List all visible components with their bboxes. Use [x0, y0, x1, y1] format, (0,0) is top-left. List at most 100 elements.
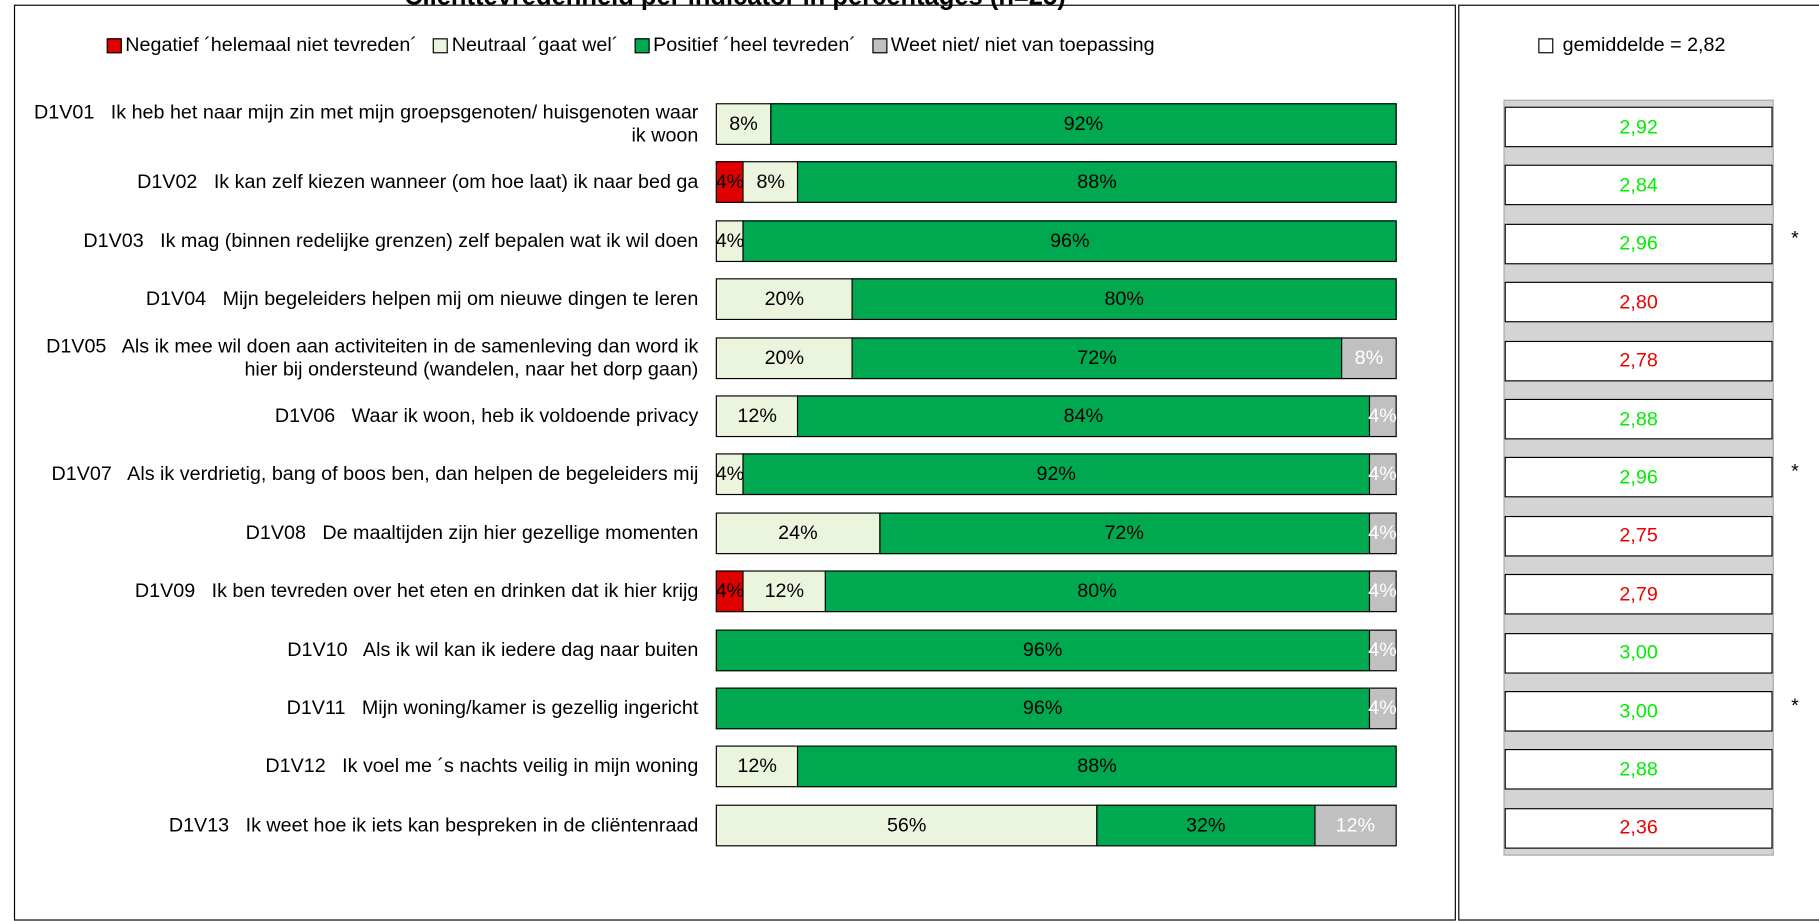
chart-title: Cliënttevredenheid per indicator in perc…	[14, 0, 1456, 12]
legend-item: Positief ´heel tevreden´	[634, 31, 856, 59]
mean-value: 2,80	[1504, 281, 1773, 323]
bar-segment: 8%	[715, 103, 772, 145]
legend: Negatief ´helemaal niet tevreden´ Neutraa…	[106, 31, 1155, 59]
category-label: D1V03 Ik mag (binnen redelijke grenzen) …	[83, 229, 699, 252]
mean-value: 2,96	[1504, 457, 1773, 498]
mean-legend: gemiddelde = 2,82	[1538, 31, 1725, 59]
legend-label: Weet niet/ niet van toepassing	[890, 33, 1155, 56]
mean-value: 2,79	[1504, 574, 1773, 615]
bar-segment: 4%	[1368, 629, 1397, 671]
bar-segment: 84%	[797, 395, 1370, 438]
data-label: 96%	[1022, 638, 1063, 661]
mean-value: 2,36	[1504, 807, 1773, 849]
data-label: 56%	[886, 813, 927, 836]
mean-value: 2,88	[1504, 749, 1773, 791]
bar-segment: 12%	[715, 745, 799, 788]
mean-value: 2,84	[1504, 165, 1773, 206]
category-label: D1V12 Ik voel me ´s nachts veilig in mij…	[265, 755, 699, 778]
bar-segment: 8%	[1341, 336, 1397, 379]
data-label: 4%	[1368, 638, 1397, 661]
bar-segment: 8%	[742, 161, 799, 204]
legend-label: Negatief ´helemaal niet tevreden´	[125, 33, 417, 56]
bar-segment: 4%	[715, 570, 745, 613]
legend-item: Negatief ´helemaal niet tevreden´	[106, 31, 417, 59]
data-label: 4%	[1368, 579, 1397, 602]
mean-value: 2,75	[1504, 515, 1773, 557]
data-label: 4%	[715, 579, 745, 602]
data-label: 72%	[1104, 521, 1144, 544]
bar-segment: 72%	[851, 336, 1343, 379]
data-label: 24%	[778, 521, 818, 544]
category-label: D1V01 Ik heb het naar mijn zin met mijn …	[34, 100, 704, 147]
bar-segment: 4%	[1368, 512, 1397, 554]
data-label: 96%	[1022, 696, 1063, 719]
significance-marker: *	[1791, 460, 1799, 483]
bar-segment: 96%	[715, 629, 1370, 671]
data-label: 80%	[1077, 579, 1117, 602]
data-label: 8%	[729, 112, 758, 135]
data-label: 92%	[1036, 463, 1076, 486]
legend-label: Positief ´heel tevreden´	[653, 33, 856, 56]
mean-value: 3,00	[1504, 691, 1773, 732]
data-label: 84%	[1063, 404, 1104, 427]
bar-segment: 80%	[851, 278, 1397, 321]
category-label: D1V08 De maaltijden zijn hier gezellige …	[245, 521, 699, 544]
bar-segment: 56%	[715, 804, 1098, 847]
bar-segment: 12%	[715, 395, 799, 438]
category-label: D1V02 Ik kan zelf kiezen wanneer (om hoe…	[137, 170, 699, 193]
data-label: 8%	[756, 170, 785, 193]
data-label: 12%	[1335, 813, 1376, 836]
bar-segment: 72%	[878, 512, 1370, 554]
data-label: 4%	[715, 463, 745, 486]
data-label: 92%	[1063, 112, 1104, 135]
data-label: 88%	[1077, 755, 1117, 778]
legend-swatch	[106, 37, 122, 53]
bar-segment: 88%	[797, 745, 1397, 788]
category-label: D1V13 Ik weet hoe ik iets kan bespreken …	[168, 813, 699, 836]
data-label: 4%	[715, 170, 745, 193]
bar-segment: 20%	[715, 336, 853, 379]
data-label: 12%	[764, 579, 805, 602]
data-label: 8%	[1354, 346, 1384, 369]
data-label: 96%	[1050, 229, 1090, 252]
bar-segment: 12%	[742, 570, 826, 613]
data-label: 72%	[1077, 346, 1117, 369]
legend-item: Neutraal ´gaat wel´	[433, 31, 618, 59]
bar-segment: 80%	[824, 570, 1370, 613]
data-label: 20%	[764, 287, 805, 310]
category-label: D1V10 Als ik wil kan ik iedere dag naar …	[287, 638, 699, 661]
data-label: 32%	[1186, 813, 1226, 836]
data-label: 88%	[1077, 170, 1117, 193]
legend-swatch	[872, 37, 888, 53]
bar-segment: 88%	[797, 161, 1397, 204]
data-label: 4%	[1368, 521, 1397, 544]
data-label: 4%	[1368, 404, 1397, 427]
bar-segment: 92%	[770, 103, 1397, 145]
category-label: D1V05 Als ik mee wil doen aan activiteit…	[46, 334, 704, 380]
data-label: 4%	[1368, 696, 1397, 719]
bar-segment: 92%	[742, 453, 1370, 496]
bar-segment: 4%	[1368, 687, 1397, 730]
data-label: 4%	[715, 229, 745, 252]
mean-legend-swatch	[1538, 37, 1554, 53]
significance-marker: *	[1791, 227, 1799, 250]
legend-item: Weet niet/ niet van toepassing	[872, 31, 1155, 59]
mean-value: 2,96	[1504, 223, 1773, 265]
bar-segment: 4%	[715, 161, 745, 204]
mean-legend-label: gemiddelde = 2,82	[1562, 33, 1726, 56]
bar-segment: 96%	[742, 220, 1397, 262]
data-label: 80%	[1104, 287, 1144, 310]
category-label: D1V11 Mijn woning/kamer is gezellig inge…	[286, 696, 699, 719]
bar-segment: 4%	[1368, 395, 1397, 438]
bar-segment: 24%	[715, 512, 881, 554]
legend-swatch	[433, 37, 449, 53]
significance-marker: *	[1791, 694, 1799, 717]
mean-value: 2,78	[1504, 340, 1773, 381]
legend-swatch	[634, 37, 650, 53]
data-label: 4%	[1368, 463, 1397, 486]
mean-value: 2,88	[1504, 398, 1773, 440]
category-label: D1V09 Ik ben tevreden over het eten en d…	[134, 579, 699, 602]
data-label: 12%	[737, 404, 777, 427]
bar-segment: 12%	[1313, 804, 1397, 847]
